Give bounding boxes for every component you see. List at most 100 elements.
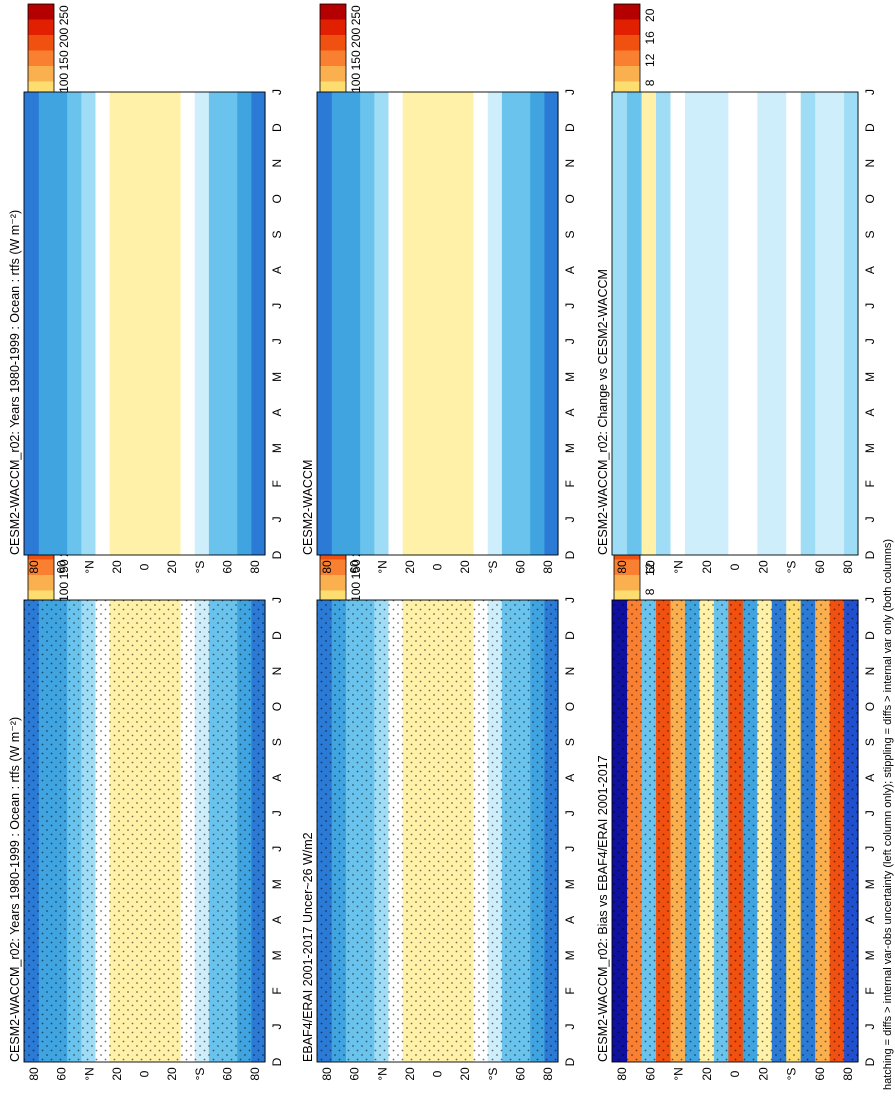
month-tick-label: J bbox=[270, 338, 284, 344]
latitude-tick-label: 60 bbox=[220, 1067, 234, 1081]
heatmap-band bbox=[684, 92, 700, 555]
latitude-tick-label: °N bbox=[82, 560, 96, 573]
month-tick-label: D bbox=[863, 631, 877, 640]
month-tick-label: M bbox=[863, 443, 877, 453]
plot-frame bbox=[611, 599, 859, 1063]
month-tick-label: M bbox=[563, 443, 577, 453]
stipple-overlay bbox=[24, 600, 265, 1062]
plot-frame bbox=[611, 91, 859, 556]
month-tick-label: D bbox=[270, 631, 284, 640]
month-tick-label: D bbox=[270, 550, 284, 559]
month-tick-label: F bbox=[863, 987, 877, 994]
month-tick-label: N bbox=[863, 159, 877, 168]
heatmap-band bbox=[359, 92, 375, 555]
latitude-tick-label: 80 bbox=[841, 560, 855, 574]
month-tick-label: N bbox=[563, 667, 577, 676]
panel-title: CESM2-WACCM_r02: Bias vs EBAF4/ERAI 2001… bbox=[596, 755, 610, 1062]
latitude-tick-label: 60 bbox=[513, 1067, 527, 1081]
heatmap-band bbox=[501, 92, 517, 555]
month-tick-label: J bbox=[563, 338, 577, 344]
month-tick-label: D bbox=[563, 1057, 577, 1066]
plot-frame bbox=[316, 91, 559, 556]
panel-title: CESM2-WACCM_r02: Years 1980-1999 : Ocean… bbox=[8, 210, 22, 555]
heatmap-band bbox=[430, 92, 446, 555]
month-tick-label: M bbox=[563, 372, 577, 382]
heatmap-band bbox=[317, 92, 332, 555]
latitude-tick-label: °S bbox=[193, 1068, 207, 1081]
heatmap-band bbox=[698, 92, 714, 555]
month-tick-label: J bbox=[270, 516, 284, 522]
month-tick-label: D bbox=[863, 550, 877, 559]
heatmap-band bbox=[208, 92, 224, 555]
heatmap-band bbox=[416, 92, 432, 555]
colorbar-tick-label: 12 bbox=[643, 562, 657, 576]
heatmap-band bbox=[194, 92, 209, 555]
heatmap-band bbox=[515, 92, 531, 555]
month-tick-label: A bbox=[563, 774, 577, 782]
month-tick-label: J bbox=[863, 338, 877, 344]
latitude-tick-label: 0 bbox=[138, 563, 152, 570]
month-tick-label: J bbox=[863, 810, 877, 816]
latitude-tick-label: 20 bbox=[165, 560, 179, 574]
month-tick-label: J bbox=[863, 1023, 877, 1029]
heatmap-band bbox=[222, 92, 238, 555]
plot-frame bbox=[23, 599, 266, 1063]
heatmap-band bbox=[387, 92, 403, 555]
panels-group: 250200150100500-50-100-150-200-2508060°N… bbox=[8, 3, 877, 1081]
heatmap-band bbox=[24, 92, 39, 555]
latitude-tick-label: 80 bbox=[615, 1067, 629, 1081]
heatmap-band bbox=[472, 92, 488, 555]
latitude-tick-label: 20 bbox=[110, 560, 124, 574]
month-tick-label: M bbox=[270, 879, 284, 889]
heatmap-band bbox=[444, 92, 460, 555]
month-tick-label: A bbox=[863, 409, 877, 417]
month-tick-label: J bbox=[563, 846, 577, 852]
heatmap-band bbox=[458, 92, 474, 555]
heatmap-field bbox=[23, 599, 266, 1063]
panel-title: CESM2-WACCM bbox=[301, 460, 315, 555]
month-tick-label: M bbox=[563, 879, 577, 889]
month-tick-label: M bbox=[270, 443, 284, 453]
latitude-tick-label: 80 bbox=[541, 560, 555, 574]
latitude-tick-label: 80 bbox=[27, 1067, 41, 1081]
heatmap-band bbox=[236, 92, 252, 555]
month-tick-label: J bbox=[270, 303, 284, 309]
panel-title: CESM2-WACCM_r02: Years 1980-1999 : Ocean… bbox=[8, 717, 22, 1062]
month-tick-label: J bbox=[270, 1023, 284, 1029]
heatmap-band bbox=[151, 92, 167, 555]
colorbar-tick-label: 150 bbox=[349, 50, 363, 70]
month-tick-label: J bbox=[863, 846, 877, 852]
latitude-tick-label: °S bbox=[785, 1068, 799, 1081]
panel-right-bottom: 201612840-4-8-12-16-208060°N20020°S6080D… bbox=[596, 3, 877, 574]
panel-right-middle: 250200150100500-50-100-150-200-2508060°N… bbox=[301, 3, 577, 574]
heatmap-band bbox=[179, 92, 195, 555]
month-tick-label: J bbox=[863, 303, 877, 309]
colorbar-tick-label: 150 bbox=[57, 559, 71, 579]
latitude-tick-label: 0 bbox=[431, 1070, 445, 1077]
heatmap-field bbox=[316, 599, 559, 1063]
latitude-tick-label: 80 bbox=[248, 560, 262, 574]
colorbar-swatch bbox=[320, 19, 346, 36]
figure-footnote: hatching = diffs > internal var-obs unce… bbox=[882, 539, 894, 1090]
heatmap-field bbox=[611, 599, 859, 1063]
latitude-tick-label: °N bbox=[82, 1067, 96, 1080]
latitude-tick-label: 20 bbox=[165, 1067, 179, 1081]
latitude-tick-label: °N bbox=[375, 560, 389, 573]
month-tick-label: A bbox=[270, 774, 284, 782]
stipple-overlay bbox=[612, 600, 858, 1062]
heatmap-band bbox=[487, 92, 502, 555]
month-tick-label: D bbox=[270, 1057, 284, 1066]
heatmap-band bbox=[626, 92, 642, 555]
heatmap-band bbox=[814, 92, 830, 555]
colorbar-swatch bbox=[614, 559, 640, 576]
month-tick-label: J bbox=[270, 597, 284, 603]
month-tick-label: S bbox=[563, 230, 577, 238]
heatmap-band bbox=[785, 92, 801, 555]
latitude-tick-label: 80 bbox=[615, 560, 629, 574]
latitude-tick-label: 60 bbox=[348, 560, 362, 574]
heatmap-band bbox=[669, 92, 685, 555]
colorbar-tick-label: 200 bbox=[349, 27, 363, 47]
heatmap-band bbox=[38, 92, 53, 555]
latitude-tick-label: 60 bbox=[513, 560, 527, 574]
